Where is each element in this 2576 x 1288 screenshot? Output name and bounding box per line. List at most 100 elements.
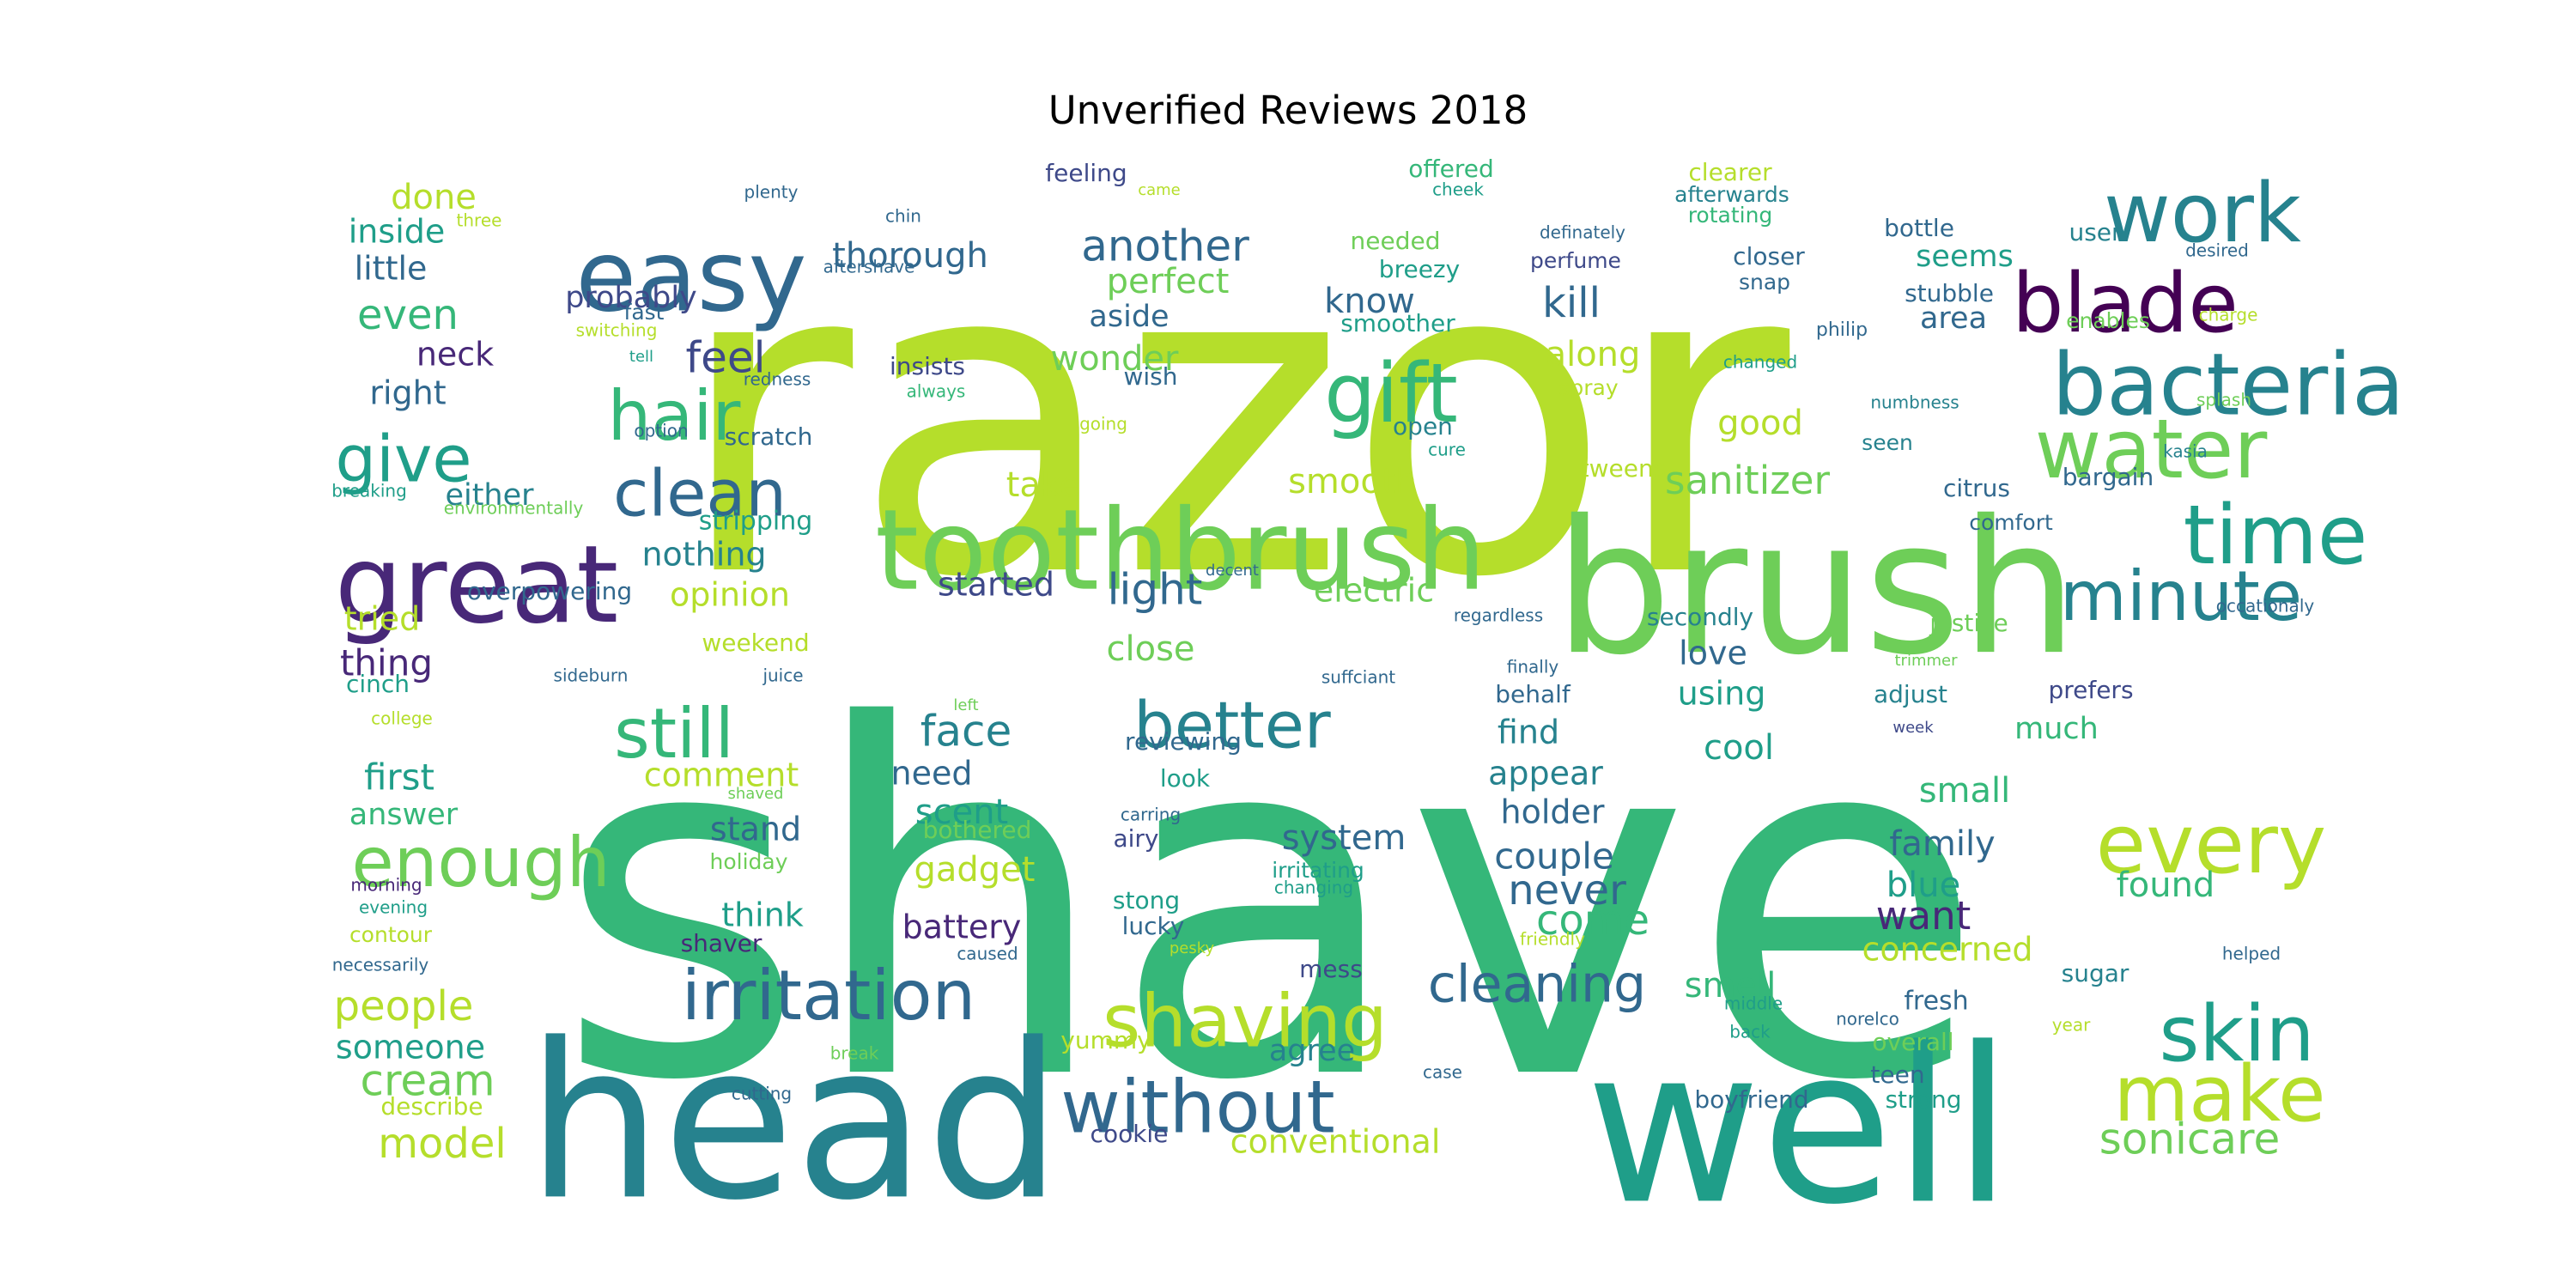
word-enables: enables — [2066, 308, 2150, 333]
word-give: give — [336, 422, 472, 497]
word-bacteria: bacteria — [2052, 334, 2405, 434]
word-sonicare: sonicare — [2099, 1115, 2281, 1164]
word-smooth: smooth — [1288, 462, 1417, 501]
word-along: along — [1546, 335, 1641, 374]
word-found: found — [2117, 866, 2215, 905]
word-much: much — [2014, 712, 2099, 746]
word-juice: juice — [762, 665, 803, 686]
word-hair: hair — [608, 376, 741, 456]
word-cutting: cutting — [732, 1084, 792, 1104]
word-three: three — [457, 210, 502, 231]
word-closer: closer — [1733, 242, 1805, 270]
word-plenty: plenty — [744, 182, 799, 203]
word-changed: changed — [1723, 352, 1797, 373]
word-option: option — [634, 421, 688, 441]
word-redness: redness — [744, 369, 811, 390]
word-brush: brush — [1554, 480, 2077, 696]
word-head: head — [526, 997, 1062, 1247]
word-probably: probably — [565, 281, 697, 315]
chart-title: Unverified Reviews 2018 — [1048, 88, 1528, 133]
word-trimmer: trimmer — [1894, 652, 1958, 670]
word-sideburn: sideburn — [554, 665, 629, 686]
word-cool: cool — [1704, 728, 1774, 768]
word-better: better — [1133, 688, 1331, 763]
word-battery: battery — [902, 908, 1022, 946]
word-morning: morning — [350, 875, 422, 896]
word-charge: charge — [2199, 305, 2258, 325]
word-week: week — [1893, 719, 1934, 737]
word-comment: comment — [644, 756, 799, 794]
word-love: love — [1679, 635, 1747, 672]
word-every: every — [2096, 798, 2326, 892]
word-describe: describe — [380, 1092, 483, 1121]
word-never: never — [1508, 866, 1626, 914]
word-sugar: sugar — [2062, 959, 2129, 987]
word-little: little — [355, 250, 428, 288]
word-small: small — [1919, 771, 2011, 811]
word-neck: neck — [416, 336, 494, 374]
word-caused: caused — [957, 944, 1018, 964]
word-done: done — [391, 178, 477, 217]
word-cream: cream — [360, 1056, 495, 1106]
word-shaved: shaved — [728, 785, 784, 803]
word-carring: carring — [1121, 805, 1181, 825]
word-stubble: stubble — [1905, 279, 1994, 307]
word-wish: wish — [1123, 362, 1177, 391]
word-changing: changing — [1274, 878, 1353, 898]
word-perfect: perfect — [1107, 262, 1230, 301]
word-bottle: bottle — [1884, 214, 1954, 242]
word-middle: middle — [1724, 993, 1783, 1014]
word-seen: seen — [1862, 430, 1913, 455]
word-aftershave: aftershave — [823, 257, 915, 277]
word-spray: spray — [1558, 375, 1618, 400]
word-work: work — [2104, 167, 2301, 261]
word-thorough: thorough — [832, 236, 988, 276]
word-gift: gift — [1324, 347, 1458, 441]
word-irritating: irritating — [1272, 858, 1364, 883]
word-appear: appear — [1488, 755, 1603, 793]
word-without: without — [1060, 1065, 1335, 1150]
word-airy: airy — [1113, 824, 1158, 853]
word-area: area — [1920, 301, 1987, 336]
word-necessarily: necessarily — [332, 955, 429, 975]
word-breaking: breaking — [331, 481, 407, 501]
word-came: came — [1138, 181, 1181, 199]
word-stripping: stripping — [699, 507, 813, 537]
word-still: still — [614, 694, 734, 774]
word-user: user — [2069, 218, 2122, 246]
word-kill: kill — [1542, 279, 1601, 327]
word-started: started — [938, 566, 1054, 604]
word-clearer: clearer — [1688, 158, 1772, 186]
word-numbness: numbness — [1870, 392, 1959, 413]
word-either: either — [445, 478, 534, 513]
word-system: system — [1282, 818, 1406, 858]
word-answer: answer — [349, 798, 459, 832]
word-lucky: lucky — [1122, 912, 1185, 940]
word-smell: smell — [1685, 966, 1777, 1005]
word-suffciant: suffciant — [1321, 667, 1395, 688]
word-afterwards: afterwards — [1674, 182, 1789, 207]
word-teen: teen — [1870, 1060, 1924, 1089]
word-time: time — [2184, 489, 2368, 583]
word-wonder: wonder — [1051, 339, 1180, 379]
word-year: year — [2052, 1015, 2091, 1036]
word-scent: scent — [915, 793, 1008, 832]
word-good: good — [1717, 404, 1803, 443]
word-family: family — [1889, 824, 1995, 864]
word-model: model — [378, 1120, 506, 1168]
word-irritation: irritation — [682, 956, 975, 1036]
word-face: face — [920, 707, 1012, 756]
word-couple: couple — [1494, 835, 1614, 878]
word-shaving: shaving — [1103, 979, 1388, 1064]
word-opinion: opinion — [670, 576, 790, 614]
word-cinch: cinch — [346, 670, 410, 698]
word-stong: stong — [1113, 886, 1180, 914]
word-holiday: holiday — [709, 849, 787, 874]
word-overpowering: overpowering — [467, 577, 632, 605]
word-regardless: regardless — [1454, 605, 1543, 626]
word-always: always — [907, 381, 966, 402]
word-shave: shave — [556, 626, 1986, 1186]
word-desired: desired — [2185, 240, 2249, 261]
word-need: need — [891, 755, 973, 793]
word-fast: fast — [624, 300, 665, 325]
